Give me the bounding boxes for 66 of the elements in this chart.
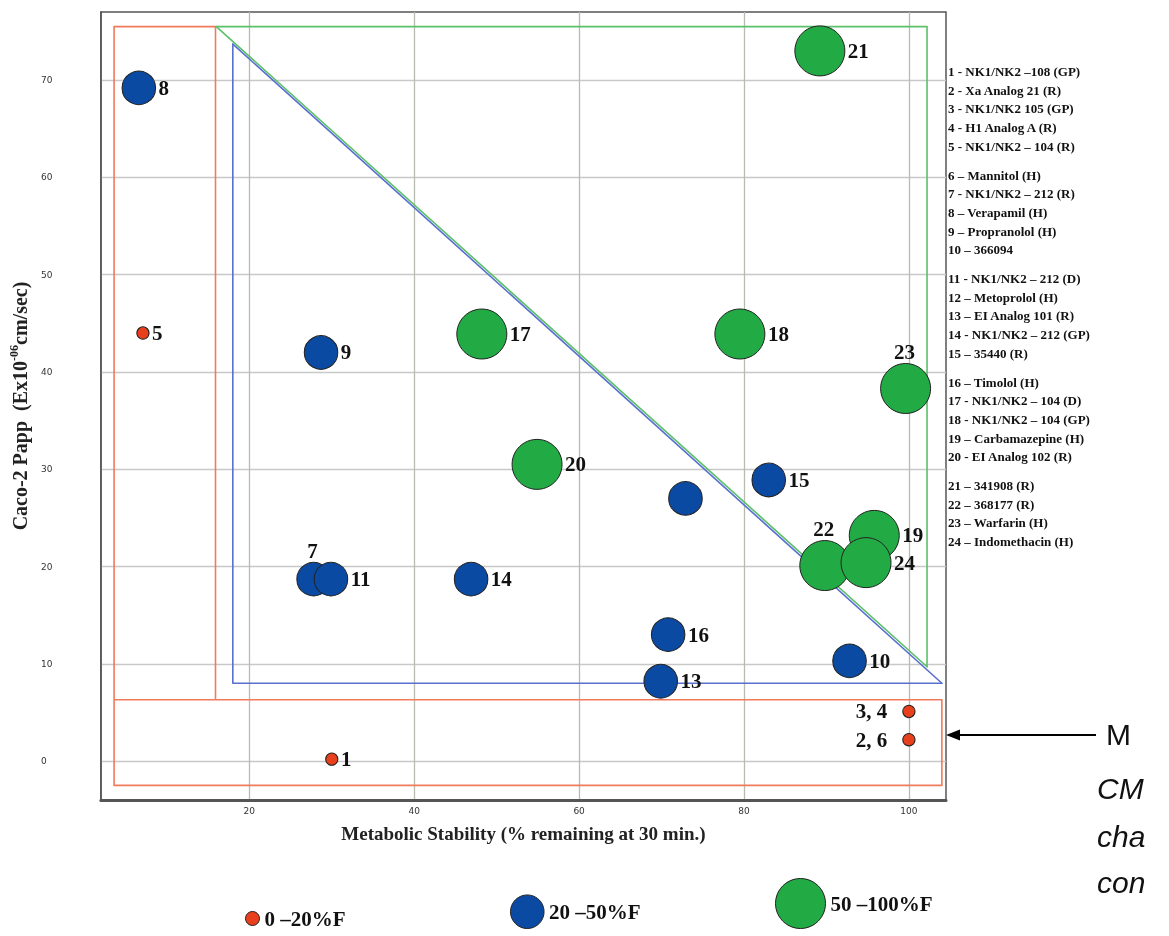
y-tick-label: 0 xyxy=(40,756,47,767)
annotation: 2, 6 xyxy=(855,727,888,752)
y-tick-label: 10 xyxy=(40,658,53,669)
text: 13 – EI Analog 101 (R) xyxy=(948,307,1076,326)
text: 16 – Timolol (H) xyxy=(948,373,1040,392)
text: 2 - Xa Analog 21 (R) xyxy=(948,81,1063,100)
text: 15 – 35440 (R) xyxy=(948,344,1029,363)
annotation: 20 xyxy=(565,452,587,477)
text: 24 – Indomethacin (H) xyxy=(948,533,1075,552)
text: 12 – Metoprolol (H) xyxy=(948,288,1059,307)
text: 3 - NK1/NK2 105 (GP) xyxy=(948,100,1075,119)
legend-label: 0 –20%F xyxy=(264,906,346,931)
annotation: 19 xyxy=(902,523,924,548)
text: 23 – Warfarin (H) xyxy=(948,514,1049,533)
text: 18 - NK1/NK2 – 104 (GP) xyxy=(948,410,1090,429)
annotation: 5 xyxy=(152,321,163,346)
annotation: 17 xyxy=(509,322,531,347)
x-tick-label: 100 xyxy=(900,805,918,816)
y-tick-label: 50 xyxy=(40,269,53,280)
text: 5 - NK1/NK2 – 104 (R) xyxy=(948,137,1076,156)
legend-label: 20 –50%F xyxy=(549,899,641,924)
annotation: 16 xyxy=(687,622,709,647)
text: 9 – Propranolol (H) xyxy=(948,222,1058,241)
text: 21 – 341908 (R) xyxy=(948,477,1036,496)
text: 14 - NK1/NK2 – 212 (GP) xyxy=(948,326,1090,345)
legend-label: 50 –100%F xyxy=(830,891,933,916)
annotation: 10 xyxy=(869,648,891,673)
y-tick-label: 70 xyxy=(40,75,53,86)
annotation: 7 xyxy=(307,538,318,563)
text: 17 - NK1/NK2 – 104 (D) xyxy=(948,392,1083,411)
text: 19 – Carbamazepine (H) xyxy=(948,429,1086,448)
annotation: 11 xyxy=(350,567,371,592)
y-tick-label: 60 xyxy=(40,172,53,183)
text: 8 – Verapamil (H) xyxy=(948,203,1049,222)
text: 4 - H1 Analog A (R) xyxy=(948,119,1058,138)
x-axis-title: Metabolic Stability (% remaining at 30 min.) xyxy=(341,823,706,845)
annotation: 15 xyxy=(788,467,810,492)
annotation: 24 xyxy=(894,550,916,575)
text: 1 - NK1/NK2 –108 (GP) xyxy=(948,63,1082,81)
text: con xyxy=(1097,866,1146,900)
text: 20 - EI Analog 102 (R) xyxy=(948,448,1073,467)
x-tick-label: 80 xyxy=(738,805,750,816)
x-tick-label: 20 xyxy=(243,805,256,816)
text: 7 - NK1/NK2 – 212 (R) xyxy=(948,185,1076,204)
text: 11 - NK1/NK2 – 212 (D) xyxy=(948,270,1082,289)
text: 22 – 368177 (R) xyxy=(948,495,1036,514)
text: CM xyxy=(1097,772,1144,806)
annotation: 23 xyxy=(894,339,916,364)
y-tick-label: 40 xyxy=(40,366,53,377)
annotation: 1 xyxy=(340,747,352,772)
annotation: 18 xyxy=(767,322,789,347)
annotation: 8 xyxy=(158,75,170,100)
text: cha xyxy=(1097,820,1146,854)
text: 10 – 366094 xyxy=(948,241,1014,260)
text: M xyxy=(1106,718,1131,752)
annotation: 22 xyxy=(813,517,835,542)
y-tick-label: 30 xyxy=(40,464,53,475)
y-tick-label: 20 xyxy=(40,561,53,572)
y-axis-title: Caco-2 Papp (Ex10-06cm/sec) xyxy=(7,281,32,531)
annotation: 3, 4 xyxy=(855,699,888,724)
x-tick-label: 40 xyxy=(408,805,421,816)
annotation: 21 xyxy=(847,38,869,63)
annotation: 9 xyxy=(340,340,352,365)
x-tick-label: 60 xyxy=(573,805,586,816)
annotation: 14 xyxy=(490,567,513,592)
text: 6 – Mannitol (H) xyxy=(948,166,1042,185)
